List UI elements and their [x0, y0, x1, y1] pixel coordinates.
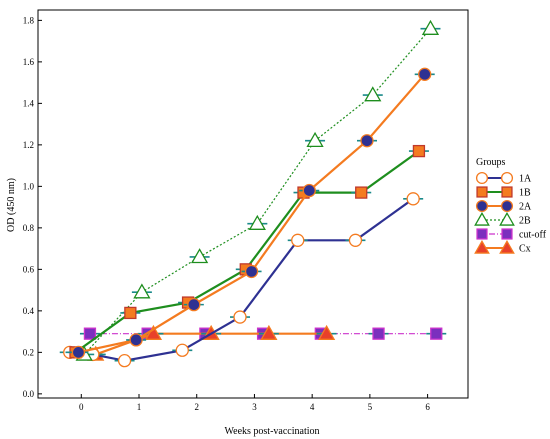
legend-title: Groups	[476, 157, 506, 168]
legend-item-1b: 1B	[476, 186, 531, 199]
data-point	[117, 354, 132, 368]
plot-frame	[37, 9, 469, 399]
legend-marker	[476, 228, 488, 240]
x-tick-label: 2	[194, 402, 199, 412]
legend-item-2b: 2B	[474, 211, 531, 227]
legend-label: 1A	[519, 174, 532, 185]
x-tick-label: 3	[252, 402, 257, 412]
legend-marker	[475, 171, 489, 185]
legend-marker	[474, 239, 490, 254]
legend-label: 2B	[519, 216, 531, 227]
data-point	[372, 327, 385, 340]
data-point	[124, 306, 137, 320]
x-tick-label: 6	[425, 402, 430, 412]
series-line-1b	[74, 150, 420, 354]
legend-item-cut-off: cut-off	[476, 228, 547, 241]
legend-label: 1B	[519, 188, 531, 199]
y-tick-label: 0.4	[23, 306, 35, 316]
y-tick-label: 1.2	[23, 140, 34, 150]
data-point	[83, 327, 97, 340]
data-point	[364, 86, 382, 102]
legend-label: 2A	[519, 202, 532, 213]
data-point	[248, 214, 266, 230]
legend-item-1a: 1A	[475, 171, 532, 185]
data-point	[348, 233, 363, 247]
y-tick-label: 0.6	[23, 264, 35, 274]
data-point	[421, 19, 440, 35]
legend-marker	[501, 186, 513, 198]
x-axis-title: Weeks post-vaccination	[225, 426, 320, 437]
data-point	[355, 186, 368, 199]
data-point	[71, 345, 86, 360]
y-tick-label: 0.0	[23, 389, 35, 399]
legend-marker	[500, 171, 514, 185]
legend-item-cx: Cx	[474, 239, 531, 255]
legend: Groups 1A 1B 2A 2B cut-off Cx	[474, 157, 547, 255]
data-point	[360, 134, 374, 148]
series-1b	[65, 144, 429, 359]
legend-marker	[501, 228, 513, 240]
series-layer	[59, 19, 447, 368]
y-tick-label: 1.0	[23, 181, 35, 191]
x-tick-label: 5	[368, 402, 373, 412]
data-point	[133, 283, 151, 299]
data-point	[291, 233, 305, 247]
series-1a	[59, 192, 424, 368]
data-point	[244, 264, 259, 279]
data-point	[302, 183, 316, 198]
data-point	[406, 192, 420, 206]
x-tick-label: 4	[310, 402, 315, 412]
legend-marker	[476, 186, 488, 198]
series-line-1a	[69, 197, 414, 362]
data-point	[412, 144, 426, 158]
legend-marker	[500, 199, 514, 213]
y-tick-label: 0.8	[23, 223, 35, 233]
legend-label: Cx	[519, 244, 531, 255]
legend-marker	[474, 211, 490, 226]
data-point	[129, 333, 143, 347]
data-point	[187, 297, 201, 312]
data-point	[233, 310, 247, 324]
series-line-2b	[83, 28, 431, 355]
legend-marker	[499, 211, 515, 226]
data-point	[190, 248, 209, 264]
legend-label: cut-off	[519, 230, 547, 241]
data-point	[306, 131, 324, 147]
data-point	[418, 67, 432, 81]
legend-marker	[499, 239, 515, 254]
data-point	[260, 324, 278, 340]
y-tick-label: 0.2	[23, 347, 34, 357]
legend-item-2a: 2A	[475, 199, 532, 213]
series-2a	[68, 67, 435, 360]
x-tick-label: 1	[137, 402, 142, 412]
y-axis-title: OD (450 nm)	[6, 178, 17, 232]
legend-marker	[475, 199, 489, 213]
y-tick-label: 1.4	[23, 98, 35, 108]
y-tick-label: 1.6	[23, 57, 35, 67]
data-point	[175, 343, 189, 357]
y-tick-label: 1.8	[23, 15, 35, 25]
axes: 0.0 0.2 0.4 0.6 0.8 1.0 1.2 1.4 1.6 1.8 0 1 2 3 4 5 6	[23, 9, 469, 412]
data-point	[430, 327, 443, 340]
data-point	[317, 324, 336, 340]
x-tick-label: 0	[79, 402, 84, 412]
